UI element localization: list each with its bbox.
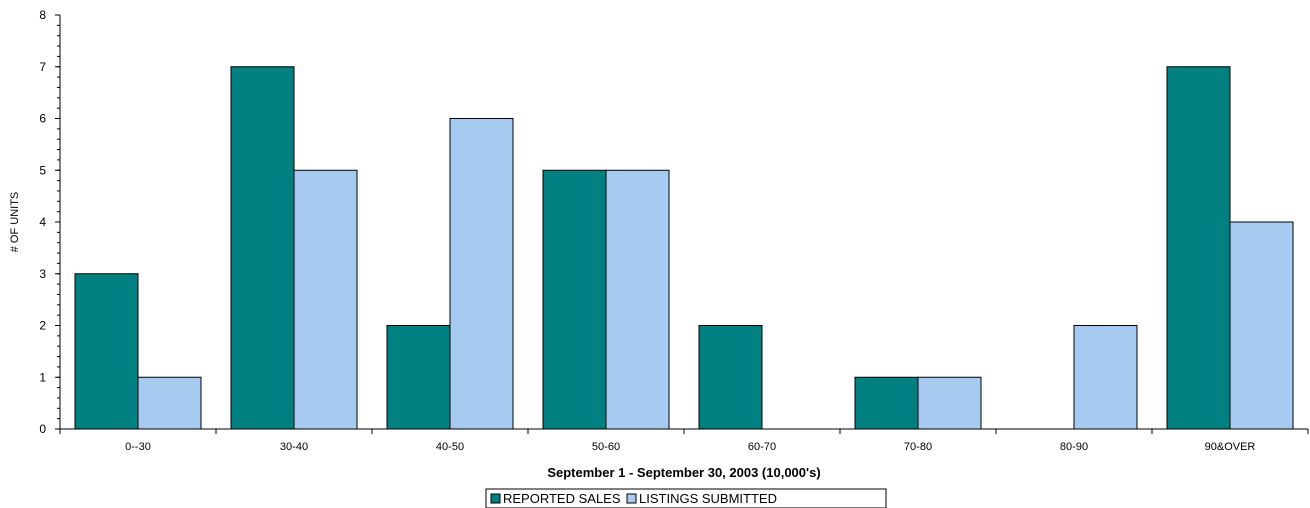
- x-tick-label: 70-80: [904, 441, 932, 453]
- bar-listings-submitted: [293, 169, 358, 430]
- x-ticks: 0--30 30-40 40-50 50-60 60-70 70-80 80-90 90&OV…: [59, 429, 1309, 453]
- legend-label: REPORTED SALES: [503, 491, 621, 506]
- y-ticks: 0 1 2 3 4 5 6 7 8: [39, 8, 60, 436]
- legend-swatch: [626, 493, 637, 504]
- x-tick-label: 40-50: [436, 441, 464, 453]
- y-tick-label: 7: [39, 60, 46, 74]
- x-tick-label: 30-40: [280, 441, 308, 453]
- x-tick-label: 50-60: [592, 441, 620, 453]
- bar-listings-submitted: [137, 376, 202, 430]
- y-tick-label: 2: [39, 319, 46, 333]
- y-axis-label: # OF UNITS: [9, 192, 21, 253]
- bar-reported-sales: [74, 273, 139, 430]
- x-axis-label: September 1 - September 30, 2003 (10,000…: [547, 465, 820, 480]
- bar-listings-submitted: [1229, 221, 1294, 430]
- y-tick-label: 1: [39, 370, 46, 384]
- bar-reported-sales: [854, 376, 919, 430]
- bar-listings-submitted: [449, 118, 514, 430]
- y-tick-label: 8: [39, 8, 46, 22]
- bar-listings-submitted: [1073, 325, 1138, 430]
- y-tick-label: 6: [39, 112, 46, 126]
- bar-reported-sales: [698, 325, 763, 430]
- x-tick-label: 60-70: [748, 441, 776, 453]
- bar-reported-sales: [386, 325, 451, 430]
- bars-layer: [74, 66, 1294, 430]
- x-tick-label: 80-90: [1060, 441, 1088, 453]
- y-tick-label: 4: [39, 215, 46, 229]
- y-tick-label: 5: [39, 163, 46, 177]
- legend: REPORTED SALES LISTINGS SUBMITTED: [485, 488, 887, 508]
- bar-listings-submitted: [917, 376, 982, 430]
- y-tick-label: 0: [39, 422, 46, 436]
- bar-reported-sales: [542, 169, 607, 430]
- legend-swatch: [490, 493, 501, 504]
- bar-reported-sales: [230, 66, 295, 430]
- legend-box: [485, 488, 887, 508]
- x-tick-label: 90&OVER: [1205, 441, 1256, 453]
- y-tick-label: 3: [39, 267, 46, 281]
- bar-listings-submitted: [605, 169, 670, 430]
- x-tick-label: 0--30: [125, 441, 151, 453]
- bar-reported-sales: [1166, 66, 1231, 430]
- legend-label: LISTINGS SUBMITTED: [639, 491, 777, 506]
